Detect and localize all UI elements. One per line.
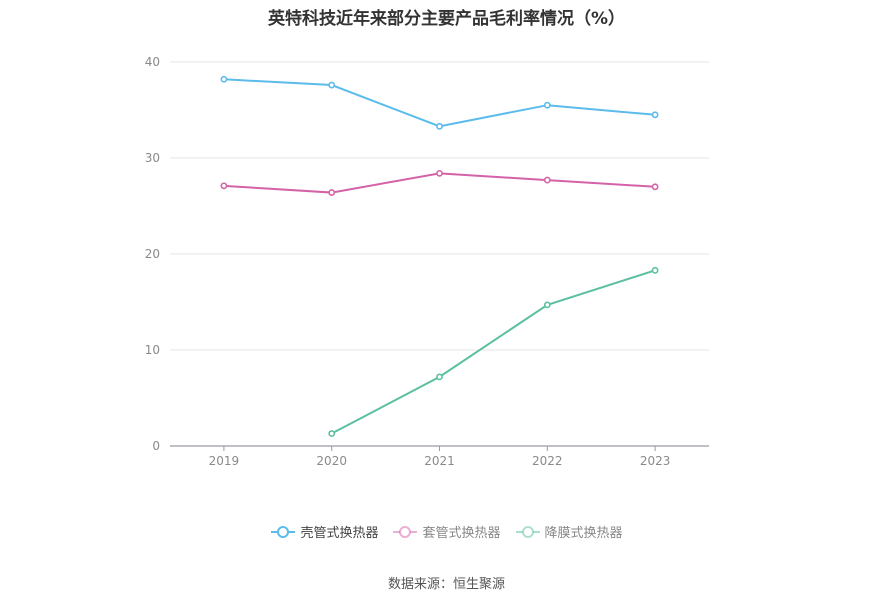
legend-item-1[interactable]: 壳管式换热器: [270, 522, 378, 541]
series-3: [328, 266, 659, 437]
y-tick-label: 0: [152, 439, 160, 453]
data-point[interactable]: [651, 111, 659, 119]
y-axis: 0 10 20 30 40: [145, 55, 160, 453]
x-tick-label: 2020: [316, 454, 347, 468]
legend-label: 套管式换热器: [422, 526, 501, 541]
y-tick-label: 30: [145, 151, 160, 165]
legend-label: 壳管式换热器: [300, 526, 379, 541]
x-tick-label: 2022: [532, 454, 563, 468]
data-source: 数据来源：恒生聚源: [387, 577, 505, 592]
legend-swatch-icon: [393, 525, 418, 538]
data-point[interactable]: [543, 301, 551, 309]
gridlines: [170, 61, 709, 351]
data-point[interactable]: [220, 75, 228, 83]
series-layer: [220, 75, 659, 437]
legend: 壳管式换热器 套管式换热器 降膜式换热器: [0, 522, 893, 541]
y-tick-label: 40: [145, 55, 160, 69]
data-point[interactable]: [651, 183, 659, 191]
y-tick-label: 20: [145, 247, 160, 261]
x-tick-label: 2023: [640, 454, 671, 468]
x-tick-label: 2021: [424, 454, 455, 468]
legend-swatch-icon: [271, 525, 296, 538]
series-1: [220, 75, 659, 130]
data-point[interactable]: [436, 122, 443, 130]
x-axis: 2019 2020 2021 2022 2023: [170, 445, 709, 468]
data-point[interactable]: [436, 169, 443, 177]
data-point[interactable]: [328, 430, 336, 437]
data-point[interactable]: [543, 101, 551, 109]
series-line: [223, 78, 656, 128]
legend-label: 降膜式换热器: [544, 526, 623, 541]
data-point[interactable]: [436, 373, 443, 381]
y-tick-label: 10: [145, 343, 160, 357]
chart-title: 英特科技近年来部分主要产品毛利率情况（%）: [267, 9, 626, 29]
series-2: [220, 169, 659, 196]
legend-item-2[interactable]: 套管式换热器: [392, 522, 501, 541]
legend-item-3[interactable]: 降膜式换热器: [515, 522, 623, 541]
legend-swatch-icon: [515, 525, 540, 538]
data-point[interactable]: [651, 266, 659, 274]
data-point[interactable]: [220, 182, 228, 190]
series-line: [331, 269, 656, 435]
x-tick-label: 2019: [209, 454, 240, 468]
data-point[interactable]: [543, 176, 551, 184]
data-point[interactable]: [328, 81, 336, 89]
data-point[interactable]: [328, 189, 336, 196]
line-chart: 0 10 20 30 40 2019 2020 2021 2022 2023: [145, 55, 709, 468]
